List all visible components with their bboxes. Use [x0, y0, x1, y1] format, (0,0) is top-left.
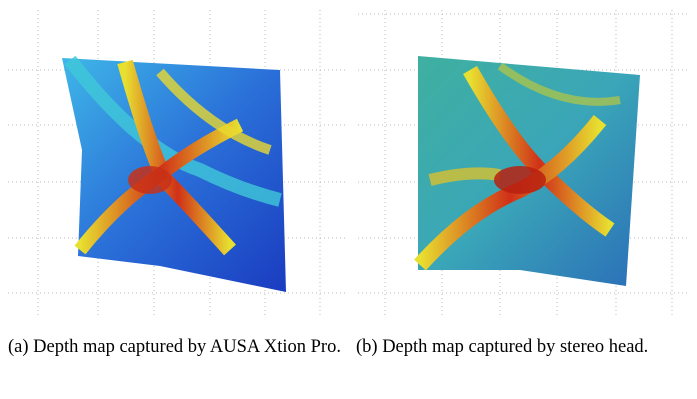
caption: (b) Depth map captured by stereo head. — [356, 337, 649, 357]
figure-images — [8, 10, 690, 318]
depth-map-a — [62, 55, 286, 292]
caption: (a) Depth map captured by AUSA Xtion Pro… — [8, 337, 341, 357]
depth-map-b — [414, 56, 640, 286]
